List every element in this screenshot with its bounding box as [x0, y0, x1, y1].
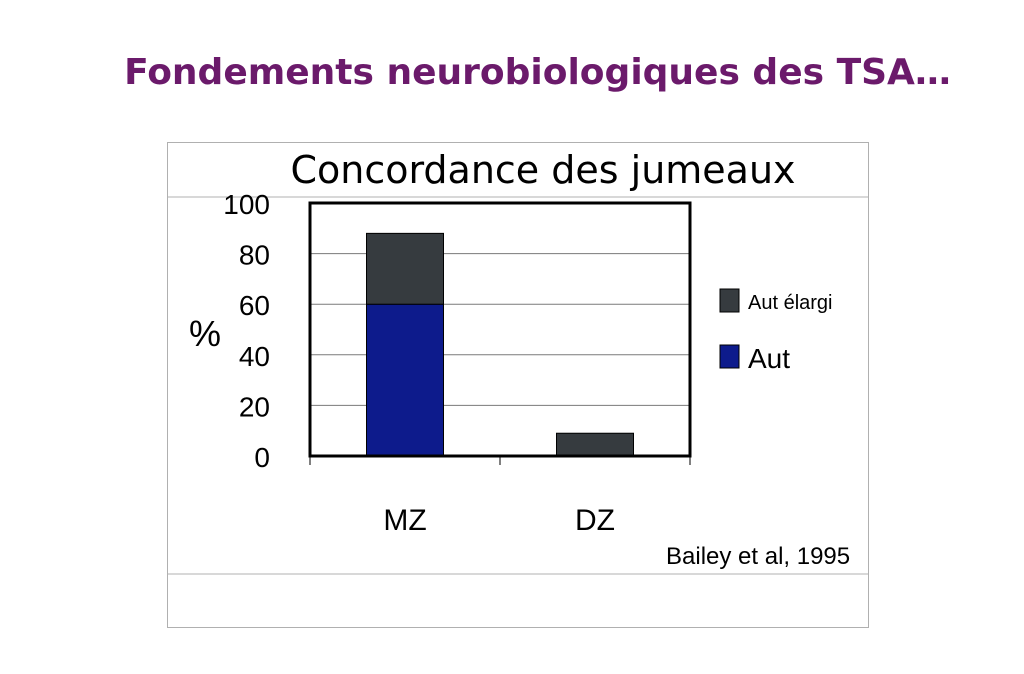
slide-title: Fondements neurobiologiques des TSA…: [124, 52, 951, 93]
y-tick-label: 100: [223, 189, 270, 220]
y-axis-label: %: [189, 313, 221, 354]
legend-label: Aut élargi: [748, 292, 833, 314]
y-tick-label: 20: [239, 391, 270, 422]
legend-swatch: [719, 344, 740, 369]
x-tick-label: MZ: [383, 504, 426, 537]
x-tick-label: DZ: [575, 504, 615, 537]
y-tick-label: 80: [239, 240, 270, 271]
legend-label: Aut: [748, 343, 790, 374]
y-tick-label: 40: [239, 341, 270, 372]
y-tick-label: 60: [239, 290, 270, 321]
chart-title: Concordance des jumeaux: [290, 148, 795, 192]
bar-dz-series-1: [556, 432, 634, 457]
source-citation: Bailey et al, 1995: [666, 543, 851, 570]
bar-mz-series-0: [366, 303, 444, 457]
legend-swatch: [719, 288, 740, 313]
bar-mz-series-1: [366, 232, 444, 305]
chart-frame: [167, 142, 869, 628]
y-tick-label: 0: [254, 442, 270, 473]
